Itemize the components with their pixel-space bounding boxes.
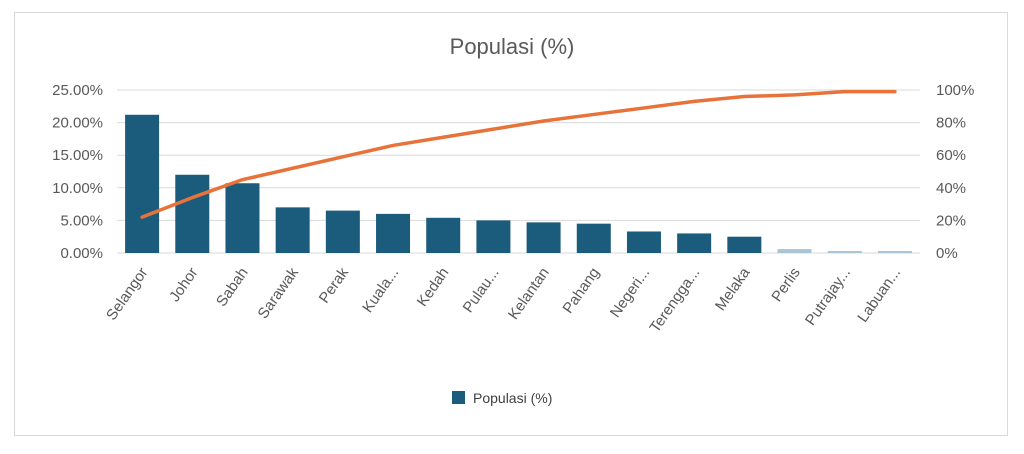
bar <box>376 213 411 253</box>
bar <box>275 207 310 253</box>
category-label: Kedah <box>414 265 453 310</box>
left-axis-tick: 20.00% <box>52 115 103 132</box>
category-label: Pahang <box>559 265 603 317</box>
bar <box>777 249 812 253</box>
bar <box>576 223 611 253</box>
bar <box>877 251 912 253</box>
right-axis-tick: 20% <box>936 212 966 229</box>
category-label: Perlis <box>768 265 803 305</box>
bar <box>476 220 511 253</box>
category-label: Sabah <box>213 265 252 310</box>
left-axis-tick: 10.00% <box>52 180 103 197</box>
bar <box>125 114 160 253</box>
bar <box>727 236 762 253</box>
category-label: Kuala... <box>359 265 402 316</box>
right-axis-tick: 40% <box>936 180 966 197</box>
cumulative-line <box>140 89 897 219</box>
category-label: Johor <box>166 265 201 305</box>
bar <box>626 231 661 253</box>
legend-label: Populasi (%) <box>473 390 552 406</box>
chart-title: Populasi (%) <box>450 34 575 59</box>
left-axis-tick: 5.00% <box>60 212 103 229</box>
category-label: Selangor <box>103 265 151 324</box>
bar <box>677 233 712 253</box>
bar <box>526 222 561 253</box>
legend-swatch <box>452 391 465 404</box>
category-label: Negeri... <box>607 265 653 321</box>
category-label: Labuan... <box>854 265 904 326</box>
bar <box>325 210 360 253</box>
category-label: Kelantan <box>505 265 553 323</box>
right-axis-tick: 80% <box>936 115 966 132</box>
right-axis-tick: 100% <box>936 82 974 99</box>
bar <box>426 217 461 253</box>
category-label: Perak <box>316 264 353 306</box>
category-label: Terengga... <box>646 265 703 336</box>
right-axis-tick: 0% <box>936 245 958 262</box>
left-axis-tick: 0.00% <box>60 245 103 262</box>
bar <box>225 183 260 253</box>
right-axis-tick: 60% <box>936 147 966 164</box>
left-axis-tick: 25.00% <box>52 82 103 99</box>
bar <box>175 174 210 253</box>
category-label: Melaka <box>712 264 754 314</box>
category-label: Sarawak <box>255 264 303 322</box>
category-label: Pulau... <box>460 265 503 316</box>
bar <box>827 251 862 253</box>
left-axis-tick: 15.00% <box>52 147 103 164</box>
category-label: Putrajay... <box>802 265 854 329</box>
